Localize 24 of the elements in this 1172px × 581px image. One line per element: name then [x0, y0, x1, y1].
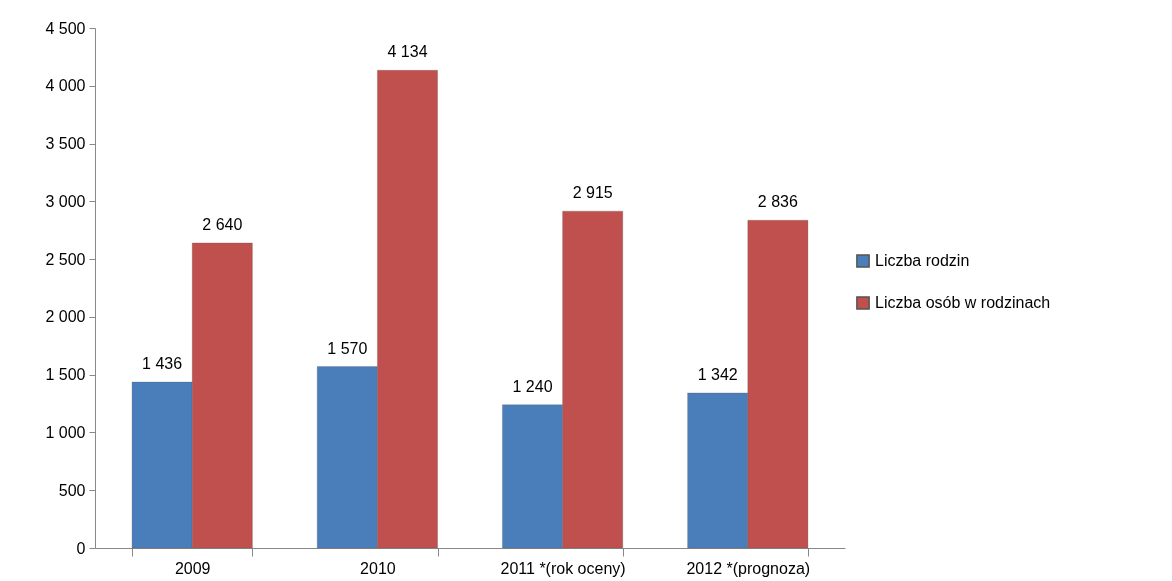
y-tick-label: 3 500 [45, 135, 86, 153]
data-label: 1 436 [142, 355, 183, 373]
data-label: 1 342 [697, 365, 738, 383]
y-tick-label: 4 000 [45, 77, 86, 95]
x-tick-label: 2009 [174, 559, 211, 577]
data-label: 4 134 [387, 43, 428, 61]
data-label: 2 640 [202, 215, 243, 233]
x-tick-label: 2010 [360, 559, 396, 577]
y-tick-label: 2 500 [45, 250, 86, 268]
x-tick-label: 2011 *(rok oceny) [500, 559, 626, 577]
y-tick-label: 0 [76, 539, 86, 557]
x-tick-label: 2012 *(prognoza) [686, 559, 811, 577]
y-tick-label: 500 [58, 481, 86, 499]
legend-label: Liczba rodzin [875, 252, 970, 269]
y-tick-label: 1 500 [45, 366, 86, 384]
data-label: 1 570 [327, 339, 368, 357]
y-tick-label: 1 000 [45, 423, 86, 441]
data-label: 1 240 [512, 377, 553, 395]
data-label: 2 915 [572, 184, 613, 202]
y-tick-label: 3 000 [45, 192, 86, 210]
data-label: 2 836 [757, 193, 798, 211]
y-tick-label: 2 000 [45, 308, 86, 326]
y-tick-label: 4 500 [45, 19, 86, 37]
legend-label: Liczba osób w rodzinach [875, 294, 1051, 311]
